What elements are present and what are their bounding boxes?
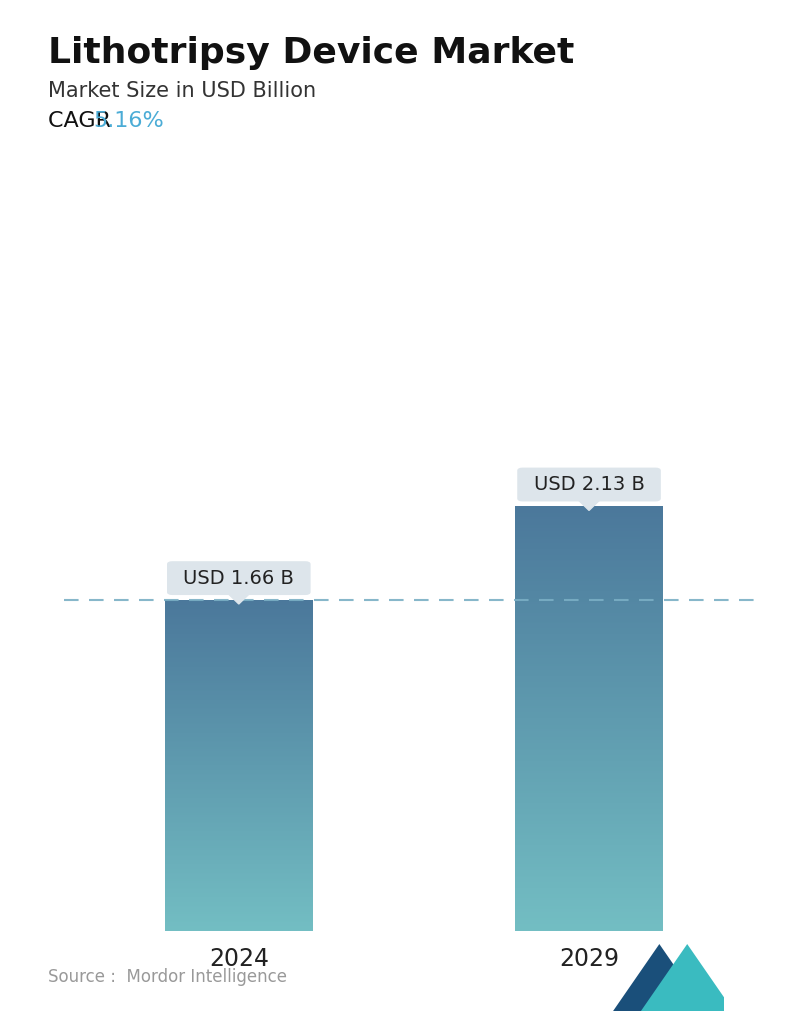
Text: 5.16%: 5.16%: [93, 111, 164, 130]
Text: CAGR: CAGR: [48, 111, 118, 130]
Polygon shape: [577, 498, 601, 511]
FancyBboxPatch shape: [167, 561, 310, 595]
Text: USD 1.66 B: USD 1.66 B: [183, 569, 295, 587]
FancyBboxPatch shape: [517, 467, 661, 501]
Polygon shape: [227, 592, 251, 604]
Text: Lithotripsy Device Market: Lithotripsy Device Market: [48, 36, 574, 70]
Text: Source :  Mordor Intelligence: Source : Mordor Intelligence: [48, 968, 287, 986]
Text: Market Size in USD Billion: Market Size in USD Billion: [48, 81, 316, 100]
Polygon shape: [641, 944, 734, 1011]
Text: USD 2.13 B: USD 2.13 B: [533, 475, 645, 494]
Polygon shape: [613, 944, 706, 1011]
